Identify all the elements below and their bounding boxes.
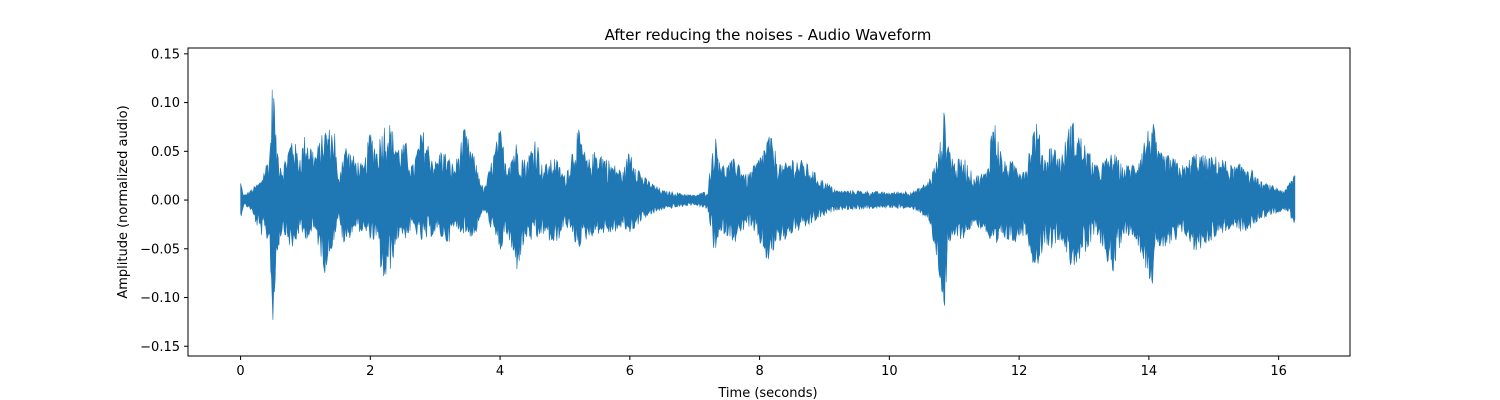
y-tick-label: 0.00 xyxy=(151,194,180,209)
y-tick-label: −0.05 xyxy=(140,242,180,257)
x-tick-label: 14 xyxy=(1141,364,1158,379)
plot-frame xyxy=(187,47,1351,357)
x-tick-label: 16 xyxy=(1270,364,1287,379)
y-tick-label: 0.05 xyxy=(151,145,180,160)
x-tick-label: 8 xyxy=(755,364,763,379)
waveform-series xyxy=(240,89,1296,320)
x-axis: 0 2 4 6 8 10 12 14 16 xyxy=(236,356,1287,379)
chart-title: After reducing the noises - Audio Wavefo… xyxy=(605,26,932,44)
y-axis: 0.15 0.10 0.05 0.00 −0.05 −0.10 −0.15 xyxy=(140,47,188,355)
y-tick-label: 0.15 xyxy=(151,47,180,62)
x-tick-label: 4 xyxy=(496,364,504,379)
x-tick-label: 10 xyxy=(881,364,898,379)
x-tick-label: 12 xyxy=(1011,364,1028,379)
y-tick-label: −0.10 xyxy=(140,291,180,306)
x-tick-label: 2 xyxy=(366,364,374,379)
x-tick-label: 6 xyxy=(626,364,634,379)
x-tick-label: 0 xyxy=(236,364,244,379)
x-axis-title: Time (seconds) xyxy=(717,386,817,400)
plot-area xyxy=(240,89,1296,320)
y-tick-label: 0.10 xyxy=(151,96,180,111)
y-axis-title: Amplitude (normalized audio) xyxy=(116,105,131,298)
y-tick-label: −0.15 xyxy=(140,340,180,355)
